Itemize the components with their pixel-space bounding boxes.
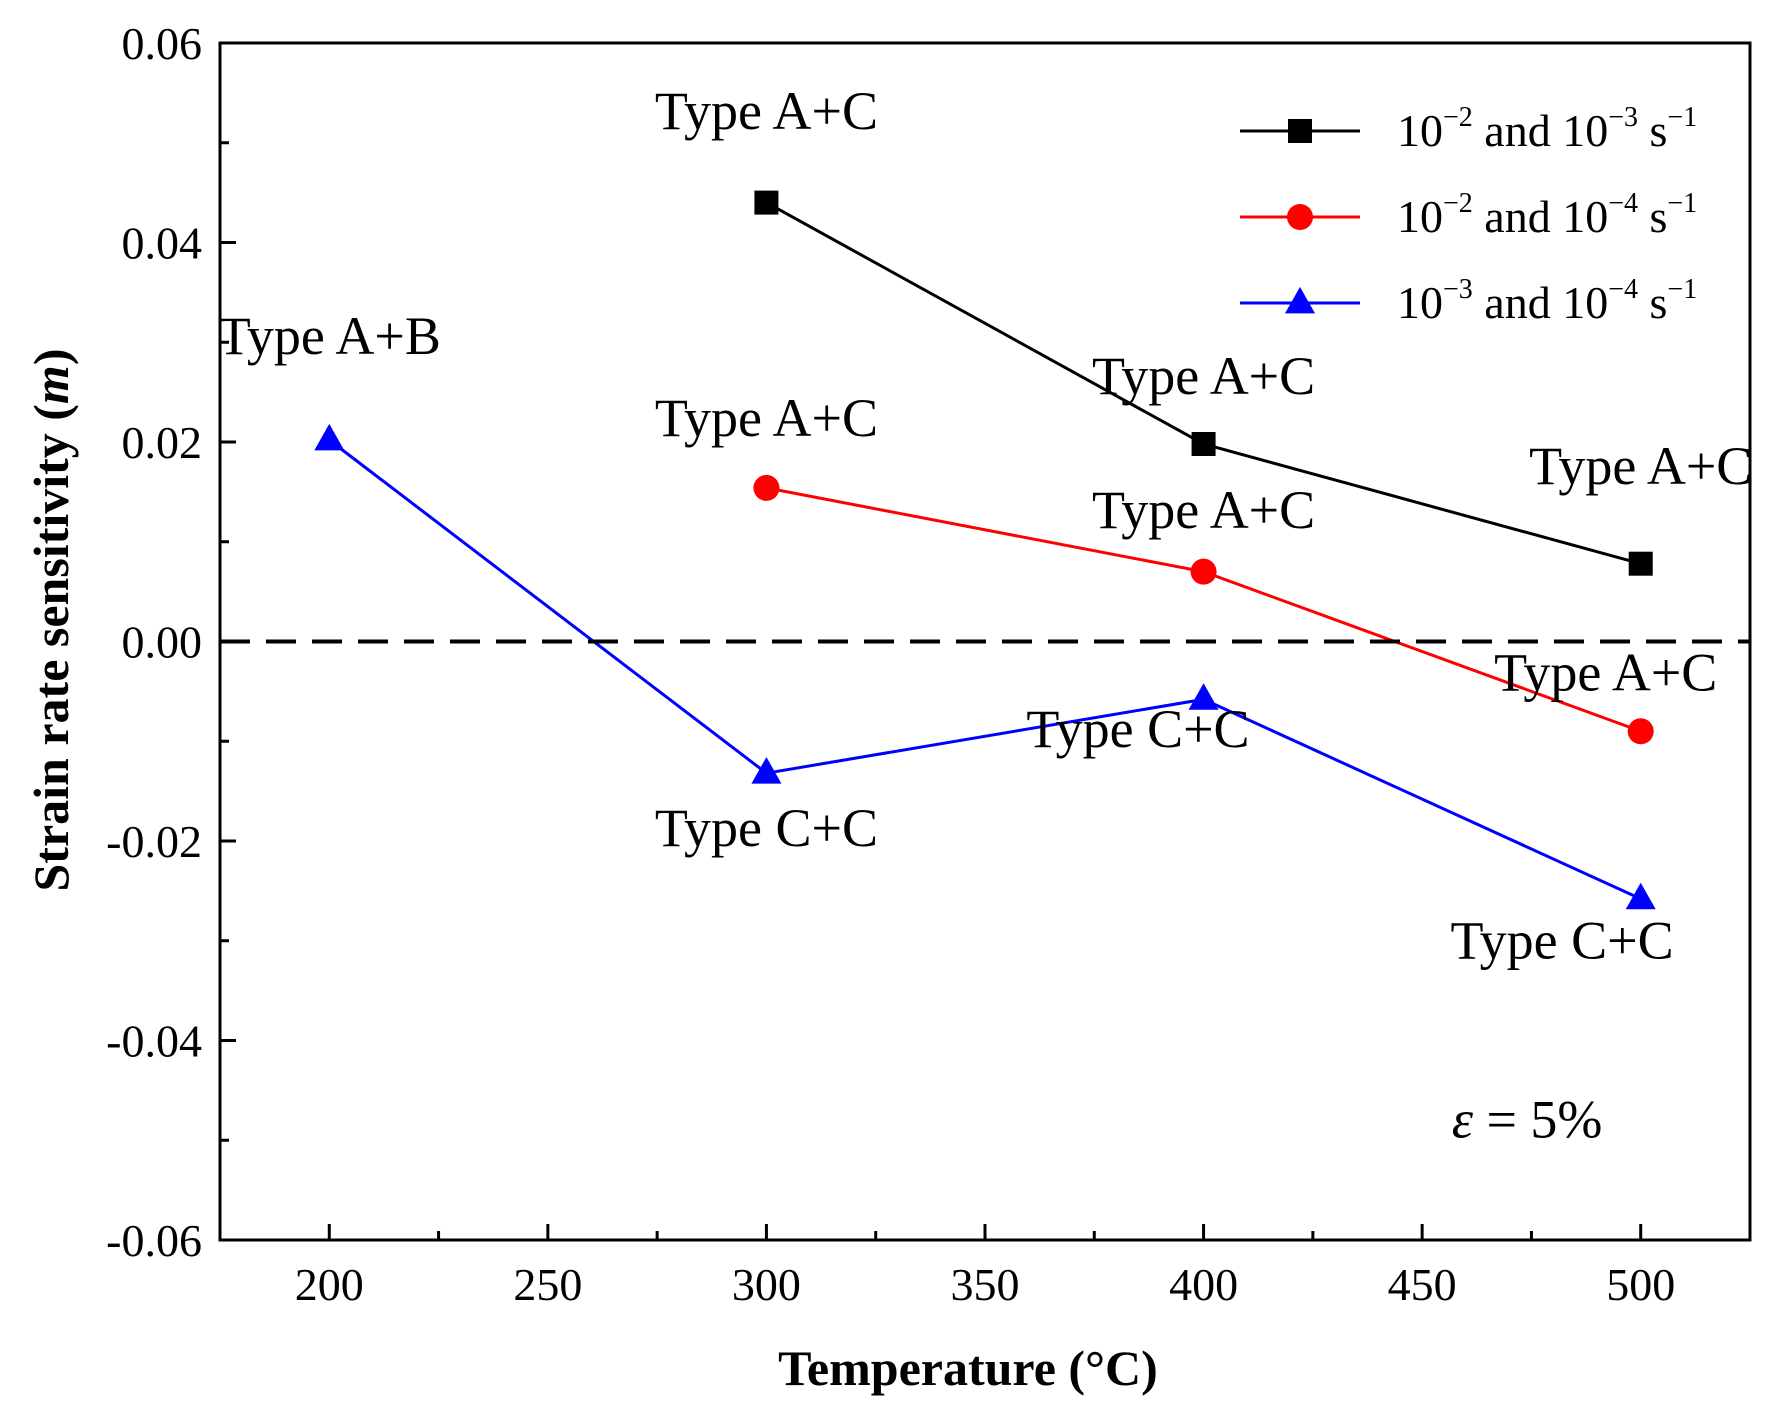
legend-exponent: −4: [1608, 188, 1638, 219]
type-annotation: Type C+C: [655, 798, 878, 858]
y-tick-label: -0.02: [106, 816, 202, 867]
legend-exponent: −1: [1667, 274, 1697, 305]
legend-exponent: −2: [1443, 102, 1473, 133]
legend-text-part: s: [1638, 191, 1667, 242]
legend-text-part: and 10: [1473, 105, 1608, 156]
series-2-point: [1190, 558, 1217, 585]
series-2-point: [1627, 718, 1654, 745]
series-3-point: [1625, 882, 1656, 910]
type-annotation: Type A+C: [1092, 346, 1315, 406]
legend-text-part: 10: [1397, 191, 1443, 242]
strain-note-variable: ε: [1452, 1089, 1474, 1149]
type-annotation: Type C+C: [1450, 911, 1673, 971]
y-axis-title-main: Strain rate sensitivity (: [23, 404, 79, 891]
x-tick-label: 200: [295, 1259, 364, 1310]
series-1-point: [1191, 431, 1216, 456]
y-tick-label: 0.00: [122, 617, 203, 668]
y-axis-title: Strain rate sensitivity (m): [23, 349, 79, 892]
legend-marker-1: [1288, 119, 1312, 143]
series-lines: [328, 201, 1642, 901]
series-1-point: [1628, 551, 1653, 576]
legend-exponent: −4: [1608, 274, 1638, 305]
legend-exponent: −1: [1667, 188, 1697, 219]
axes: 200 250 300 350 400 450 500 -0.06 -0.04 -0.02 0.00…: [106, 18, 1752, 1310]
legend-text-part: s: [1638, 277, 1667, 328]
type-annotation: Type C+C: [1026, 699, 1249, 759]
legend-text-part: and 10: [1473, 277, 1608, 328]
strain-note-value: = 5%: [1473, 1089, 1602, 1149]
legend-exponent: −3: [1443, 274, 1473, 305]
type-annotation: Type A+C: [1092, 480, 1315, 540]
series-3-point: [1188, 683, 1219, 710]
series-1-point: [754, 190, 779, 215]
legend-text-part: and 10: [1473, 191, 1608, 242]
series-2-point: [753, 474, 780, 501]
x-tick-label: 300: [732, 1259, 801, 1310]
y-tick-label: 0.04: [122, 218, 203, 269]
x-axis-title: Temperature (°C): [778, 1340, 1158, 1396]
x-tick-label: 350: [951, 1259, 1020, 1310]
type-annotation: Type A+C: [1529, 436, 1752, 496]
type-annotation: Type A+B: [218, 306, 441, 366]
x-tick-label: 400: [1169, 1259, 1238, 1310]
x-tick-label: 250: [513, 1259, 582, 1310]
type-annotation: Type A+C: [655, 388, 878, 448]
y-axis-title-variable: m: [23, 365, 79, 404]
series-line-3: [328, 438, 1642, 901]
legend: 10−2 and 10−3 s−110−2 and 10−4 s−110−3 a…: [1240, 102, 1697, 328]
legend-marker-2: [1287, 204, 1313, 230]
y-tick-label: -0.04: [106, 1016, 202, 1067]
annotations: Type A+C Type A+B Type A+C Type A+C Type A+C…: [218, 81, 1753, 971]
y-axis-title-end: ): [23, 349, 79, 366]
legend-label-1: 10−2 and 10−3 s−1: [1397, 102, 1697, 156]
type-annotation: Type A+C: [1494, 642, 1717, 702]
y-tick-label: 0.02: [122, 417, 203, 468]
legend-label-3: 10−3 and 10−4 s−1: [1397, 274, 1697, 328]
y-tick-label: -0.06: [106, 1215, 202, 1266]
legend-text-part: 10: [1397, 277, 1443, 328]
legend-marker-3: [1285, 286, 1315, 314]
legend-exponent: −1: [1667, 102, 1697, 133]
legend-exponent: −3: [1608, 102, 1638, 133]
y-tick-label: 0.06: [122, 18, 203, 69]
legend-text-part: s: [1638, 105, 1667, 156]
series-markers: [314, 190, 1656, 910]
type-annotation: Type A+C: [655, 81, 878, 141]
series-3-point: [314, 423, 345, 451]
legend-text-part: 10: [1397, 105, 1443, 156]
x-tick-label: 500: [1606, 1259, 1675, 1310]
legend-label-2: 10−2 and 10−4 s−1: [1397, 188, 1697, 242]
series-3-point: [751, 757, 782, 784]
legend-exponent: −2: [1443, 188, 1473, 219]
x-tick-label: 450: [1388, 1259, 1457, 1310]
strain-note: ε = 5%: [1452, 1089, 1603, 1149]
